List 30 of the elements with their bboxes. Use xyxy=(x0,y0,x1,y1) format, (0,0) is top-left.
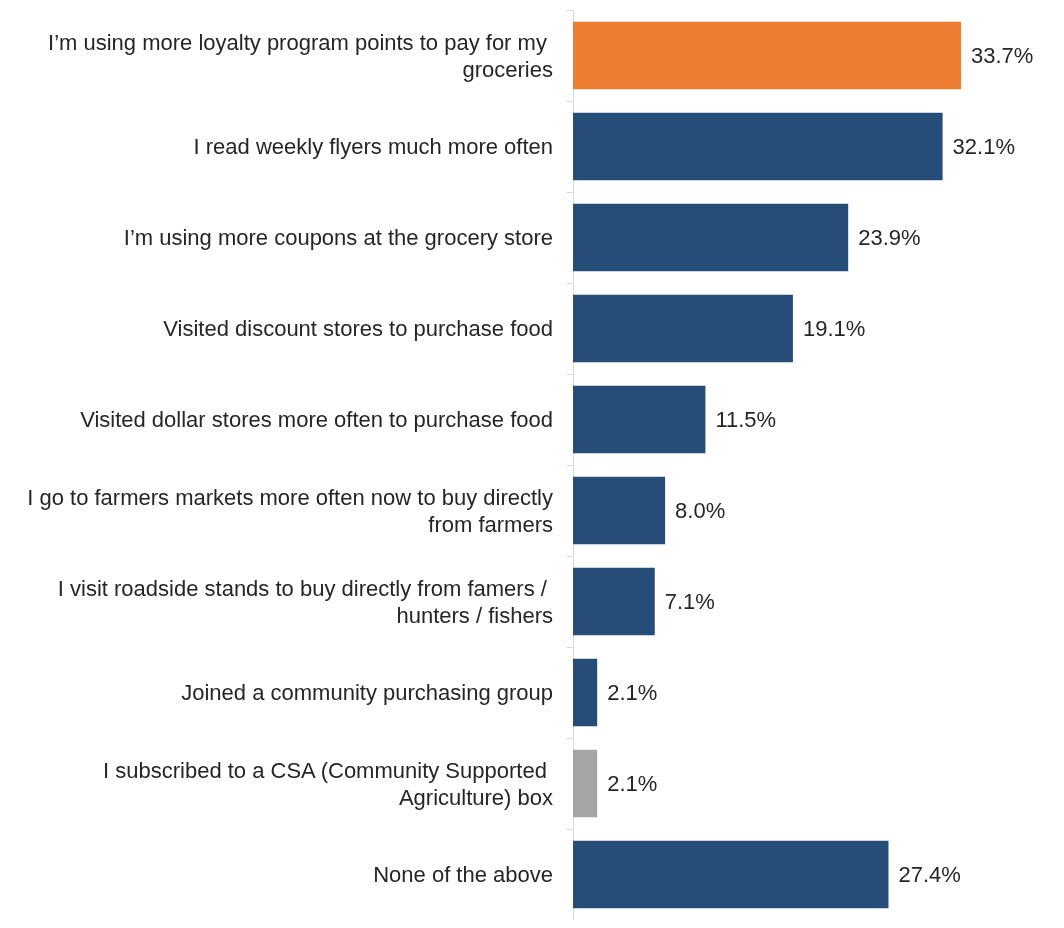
y-tick-label: Visited discount stores to purchase food xyxy=(163,316,553,341)
y-tick-label: I’m using more loyalty program points to pay for my groceries xyxy=(48,29,553,82)
bar xyxy=(573,658,598,727)
data-label: 19.1% xyxy=(802,316,866,341)
bar xyxy=(573,385,706,454)
bar xyxy=(573,476,666,545)
data-label: 2.1% xyxy=(607,771,658,796)
bar xyxy=(573,21,962,90)
y-tick-label: Joined a community purchasing group xyxy=(181,680,553,705)
y-tick-label: Visited dollar stores more often to purchase food xyxy=(80,407,553,432)
bar xyxy=(573,294,793,363)
data-label: 8.0% xyxy=(675,498,726,523)
y-tick-label: I visit roadside stands to buy directly from famers / hunters / fishers xyxy=(57,575,553,628)
data-label: 7.1% xyxy=(664,589,715,614)
bar xyxy=(573,840,889,909)
data-label: 33.7% xyxy=(971,43,1034,68)
bar xyxy=(573,749,598,818)
y-tick-label: I’m using more coupons at the grocery store xyxy=(123,225,553,250)
y-tick-label: I subscribed to a CSA (Community Supported Agriculture) box xyxy=(103,757,553,810)
y-tick-label: None of the above xyxy=(373,862,553,887)
y-tick-label: I read weekly flyers much more often xyxy=(193,134,553,159)
bar xyxy=(573,203,849,272)
data-label: 11.5% xyxy=(715,407,777,432)
data-label: 2.1% xyxy=(607,680,658,705)
data-label: 32.1% xyxy=(952,134,1015,159)
data-label: 23.9% xyxy=(858,225,921,250)
data-label: 27.4% xyxy=(898,862,961,887)
bar xyxy=(573,567,655,636)
bar xyxy=(573,112,943,181)
y-tick-label: I go to farmers markets more often now to buy directly from farmers xyxy=(27,484,553,537)
